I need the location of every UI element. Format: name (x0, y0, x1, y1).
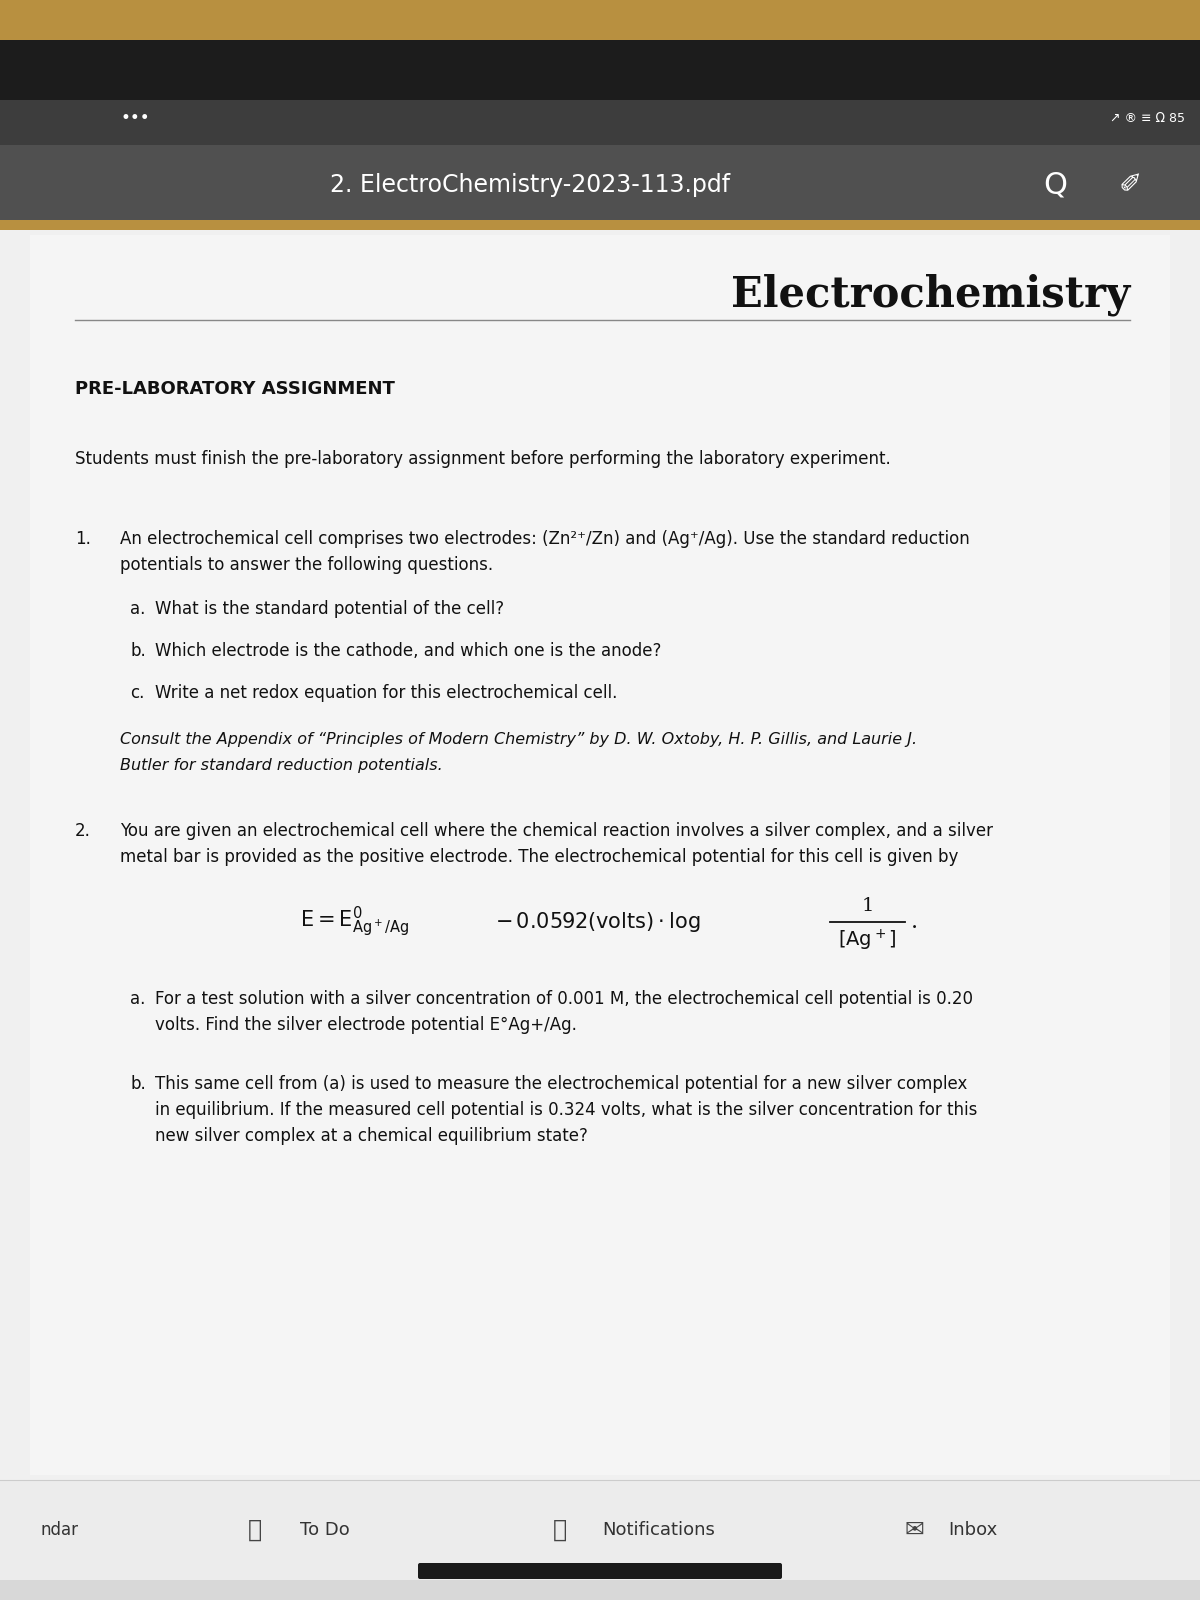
Text: new silver complex at a chemical equilibrium state?: new silver complex at a chemical equilib… (155, 1126, 588, 1146)
Text: b.: b. (130, 1075, 145, 1093)
Text: c.: c. (130, 685, 144, 702)
Text: potentials to answer the following questions.: potentials to answer the following quest… (120, 557, 493, 574)
Text: volts. Find the silver electrode potential E°Ag+/Ag.: volts. Find the silver electrode potenti… (155, 1016, 577, 1034)
Text: PRE-LABORATORY ASSIGNMENT: PRE-LABORATORY ASSIGNMENT (74, 379, 395, 398)
Text: •••: ••• (120, 109, 150, 126)
Text: Notifications: Notifications (602, 1522, 715, 1539)
FancyBboxPatch shape (0, 0, 1200, 59)
Text: This same cell from (a) is used to measure the electrochemical potential for a n: This same cell from (a) is used to measu… (155, 1075, 967, 1093)
FancyBboxPatch shape (0, 230, 1200, 1480)
Text: in equilibrium. If the measured cell potential is 0.324 volts, what is the silve: in equilibrium. If the measured cell pot… (155, 1101, 977, 1118)
FancyBboxPatch shape (0, 1581, 1200, 1600)
FancyBboxPatch shape (0, 99, 1200, 146)
Text: 1: 1 (862, 898, 874, 915)
Text: ✐: ✐ (1118, 171, 1141, 198)
Text: ndar: ndar (40, 1522, 78, 1539)
Text: Write a net redox equation for this electrochemical cell.: Write a net redox equation for this elec… (155, 685, 617, 702)
Text: Inbox: Inbox (948, 1522, 997, 1539)
Text: To Do: To Do (300, 1522, 349, 1539)
Text: An electrochemical cell comprises two electrodes: (Zn²⁺/Zn) and (Ag⁺/Ag). Use th: An electrochemical cell comprises two el… (120, 530, 970, 547)
Text: 2.: 2. (74, 822, 91, 840)
Text: Consult the Appendix of “Principles of Modern Chemistry” by D. W. Oxtoby, H. P. : Consult the Appendix of “Principles of M… (120, 733, 917, 747)
FancyBboxPatch shape (30, 235, 1170, 1475)
Text: 1.: 1. (74, 530, 91, 547)
FancyBboxPatch shape (0, 1480, 1200, 1600)
FancyBboxPatch shape (418, 1563, 782, 1579)
Text: 🔔: 🔔 (553, 1518, 568, 1542)
Text: ↗ ® ≡ Ω 85: ↗ ® ≡ Ω 85 (1110, 112, 1186, 125)
Text: a.: a. (130, 600, 145, 618)
Text: ✉️: ✉️ (905, 1518, 925, 1542)
Text: b.: b. (130, 642, 145, 659)
Text: What is the standard potential of the cell?: What is the standard potential of the ce… (155, 600, 504, 618)
Text: metal bar is provided as the positive electrode. The electrochemical potential f: metal bar is provided as the positive el… (120, 848, 959, 866)
Text: .: . (911, 910, 918, 933)
Text: 2. ElectroChemistry-2023-113.pdf: 2. ElectroChemistry-2023-113.pdf (330, 173, 730, 197)
Text: $\mathrm{E = E^0_{Ag^+/Ag}}$: $\mathrm{E = E^0_{Ag^+/Ag}}$ (300, 904, 409, 939)
Text: Butler for standard reduction potentials.: Butler for standard reduction potentials… (120, 758, 443, 773)
Text: For a test solution with a silver concentration of 0.001 M, the electrochemical : For a test solution with a silver concen… (155, 990, 973, 1008)
FancyBboxPatch shape (0, 40, 1200, 141)
Text: Q: Q (1043, 171, 1067, 200)
Text: Students must finish the pre-laboratory assignment before performing the laborat: Students must finish the pre-laboratory … (74, 450, 890, 467)
Text: a.: a. (130, 990, 145, 1008)
Text: Which electrode is the cathode, and which one is the anode?: Which electrode is the cathode, and whic… (155, 642, 661, 659)
Text: You are given an electrochemical cell where the chemical reaction involves a sil: You are given an electrochemical cell wh… (120, 822, 994, 840)
Text: Electrochemistry: Electrochemistry (731, 274, 1130, 317)
Text: 📋: 📋 (248, 1518, 262, 1542)
Text: $\mathrm{-\,0.0592(volts)\cdot log}$: $\mathrm{-\,0.0592(volts)\cdot log}$ (496, 910, 701, 934)
Text: $\mathrm{[Ag^+]}$: $\mathrm{[Ag^+]}$ (838, 928, 896, 952)
FancyBboxPatch shape (0, 146, 1200, 219)
